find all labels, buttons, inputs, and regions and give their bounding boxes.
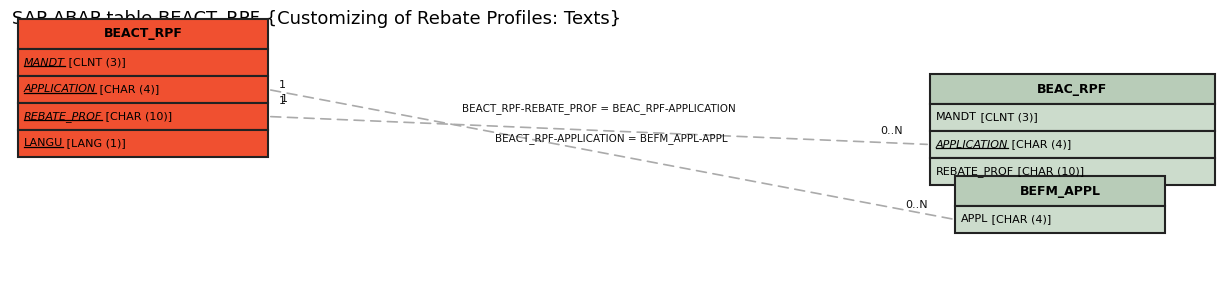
Text: 1: 1: [279, 96, 286, 106]
Bar: [955, 176, 1164, 206]
Text: APPLICATION: APPLICATION: [936, 140, 1009, 150]
Text: [CLNT (3)]: [CLNT (3)]: [65, 57, 125, 67]
Text: APPLICATION: APPLICATION: [25, 85, 97, 95]
Text: BEAC_RPF: BEAC_RPF: [1037, 82, 1108, 95]
Text: [CHAR (4)]: [CHAR (4)]: [1009, 140, 1071, 150]
Bar: [955, 206, 1164, 233]
Bar: [18, 49, 267, 76]
Text: 1: 1: [281, 94, 287, 103]
Text: BEACT_RPF-REBATE_PROF = BEAC_RPF-APPLICATION: BEACT_RPF-REBATE_PROF = BEAC_RPF-APPLICA…: [463, 103, 736, 114]
Bar: [18, 76, 267, 103]
Text: LANGU: LANGU: [25, 139, 64, 148]
Text: BEACT_RPF-APPLICATION = BEFM_APPL-APPL: BEACT_RPF-APPLICATION = BEFM_APPL-APPL: [496, 133, 728, 144]
Text: [CHAR (10)]: [CHAR (10)]: [102, 112, 172, 122]
Bar: [18, 19, 267, 49]
Text: [CHAR (4)]: [CHAR (4)]: [97, 85, 160, 95]
Text: 0..N: 0..N: [906, 201, 929, 210]
Bar: [18, 130, 267, 157]
Text: 1: 1: [279, 81, 286, 91]
Bar: [930, 104, 1215, 131]
Text: APPL: APPL: [961, 215, 989, 224]
Bar: [18, 103, 267, 130]
Text: [LANG (1)]: [LANG (1)]: [64, 139, 126, 148]
Text: MANDT: MANDT: [936, 112, 977, 123]
Text: 0..N: 0..N: [881, 126, 903, 136]
Bar: [930, 131, 1215, 158]
Text: MANDT: MANDT: [25, 57, 65, 67]
Text: BEFM_APPL: BEFM_APPL: [1020, 185, 1101, 198]
Text: SAP ABAP table BEACT_RPF {Customizing of Rebate Profiles: Texts}: SAP ABAP table BEACT_RPF {Customizing of…: [12, 10, 621, 28]
Text: BEACT_RPF: BEACT_RPF: [103, 27, 183, 40]
Text: [CHAR (4)]: [CHAR (4)]: [989, 215, 1052, 224]
Bar: [930, 158, 1215, 185]
Text: [CLNT (3)]: [CLNT (3)]: [977, 112, 1038, 123]
Text: REBATE_PROF: REBATE_PROF: [936, 166, 1015, 177]
Bar: [930, 74, 1215, 104]
Text: [CHAR (10)]: [CHAR (10)]: [1015, 167, 1085, 177]
Text: REBATE_PROF: REBATE_PROF: [25, 111, 102, 122]
